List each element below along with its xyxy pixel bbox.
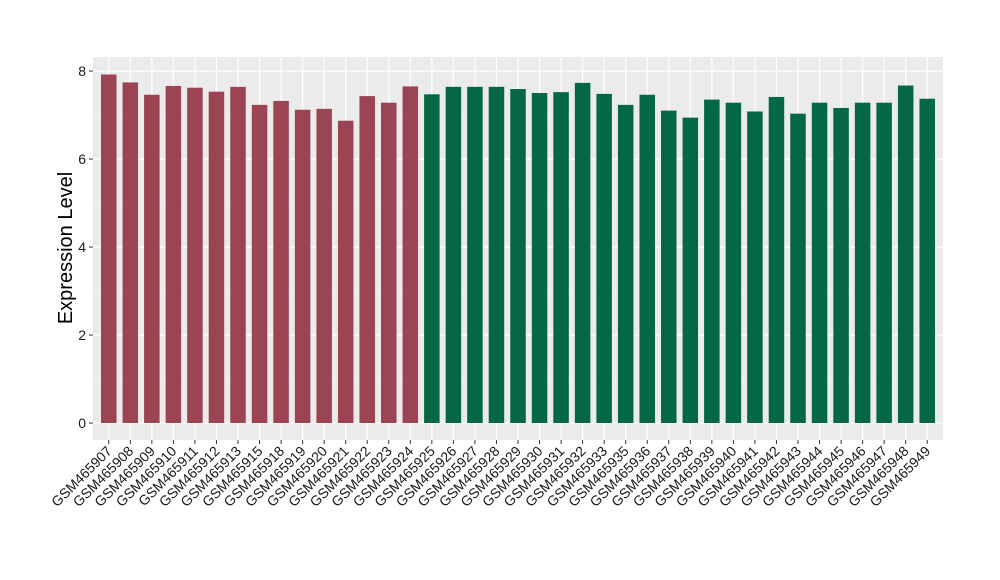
- y-tick-label: 4: [78, 239, 86, 255]
- bar-GSM465936: [639, 94, 655, 423]
- bar-GSM465921: [337, 120, 354, 423]
- bar-GSM465935: [617, 104, 634, 423]
- bar-GSM465909: [144, 94, 160, 423]
- bar-GSM465918: [273, 100, 289, 424]
- y-tick-label: 0: [78, 415, 86, 431]
- bar-GSM465922: [359, 96, 375, 423]
- bar-GSM465942: [768, 96, 785, 424]
- bars: [101, 74, 935, 424]
- y-tick-label: 6: [78, 151, 86, 167]
- bar-GSM465912: [208, 91, 225, 424]
- bar-GSM465913: [230, 86, 246, 423]
- y-tick-label: 8: [78, 63, 86, 79]
- bar-GSM465908: [122, 82, 139, 423]
- bar-GSM465947: [876, 102, 892, 424]
- bar-GSM465925: [424, 94, 440, 423]
- bar-GSM465926: [445, 86, 462, 423]
- bar-GSM465949: [919, 98, 935, 423]
- y-tick-label: 2: [78, 327, 86, 343]
- bar-GSM465945: [833, 107, 849, 424]
- bar-GSM465948: [897, 85, 914, 424]
- bar-GSM465930: [531, 93, 548, 423]
- bar-GSM465940: [725, 102, 742, 424]
- x-axis: GSM465907GSM465908GSM465909GSM465910GSM4…: [48, 440, 934, 510]
- bar-GSM465928: [488, 86, 505, 423]
- bar-GSM465919: [294, 109, 311, 423]
- bar-GSM465939: [704, 99, 720, 423]
- bar-GSM465941: [747, 111, 763, 423]
- bar-GSM465938: [682, 117, 699, 423]
- bar-GSM465931: [553, 92, 569, 424]
- bar-GSM465933: [596, 93, 612, 423]
- bar-GSM465937: [661, 110, 677, 423]
- y-axis: 0 2 4 6 8: [78, 63, 93, 431]
- bar-GSM465907: [101, 74, 117, 424]
- bar-GSM465923: [381, 102, 397, 424]
- bar-GSM465911: [187, 87, 203, 423]
- bar-GSM465932: [574, 82, 591, 423]
- bar-GSM465920: [316, 108, 332, 423]
- bar-GSM465927: [467, 86, 483, 423]
- bar-GSM465924: [402, 86, 419, 424]
- y-axis-title: Expression Level: [55, 172, 77, 324]
- bar-GSM465944: [811, 102, 828, 424]
- bar-GSM465929: [510, 89, 526, 423]
- bar-GSM465910: [165, 85, 182, 424]
- bar-GSM465943: [790, 113, 806, 424]
- bar-GSM465915: [251, 104, 268, 423]
- bar-GSM465946: [854, 102, 871, 424]
